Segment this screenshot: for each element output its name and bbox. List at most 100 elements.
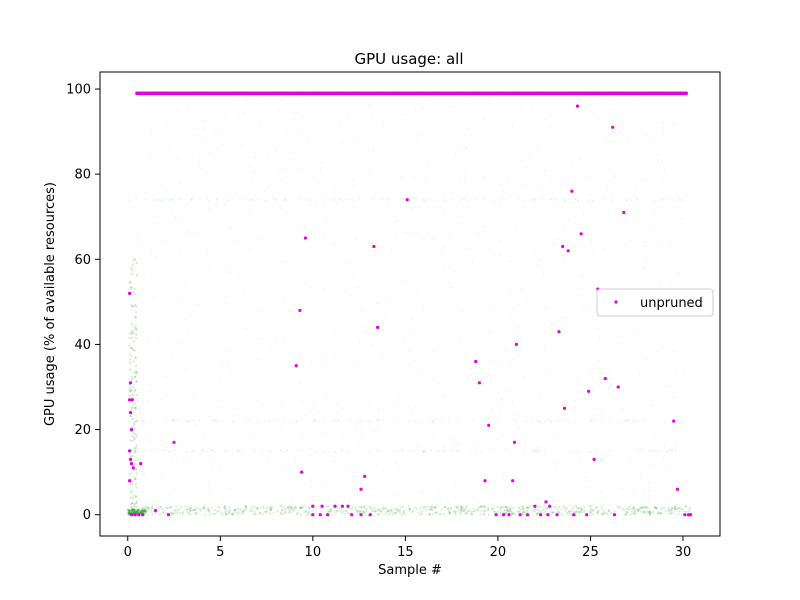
- background-point: [130, 286, 133, 289]
- background-point: [419, 506, 422, 509]
- background-point: [284, 511, 287, 514]
- background-point: [143, 506, 146, 509]
- background-point: [595, 506, 598, 509]
- background-point: [365, 508, 368, 511]
- background-point: [223, 113, 226, 117]
- background-point: [574, 511, 578, 515]
- background-point: [137, 238, 140, 241]
- background-point: [430, 508, 433, 511]
- background-point: [384, 272, 388, 275]
- background-point: [632, 505, 635, 508]
- background-point: [313, 406, 316, 409]
- background-point: [163, 190, 166, 193]
- background-point: [514, 419, 517, 423]
- background-point: [443, 444, 446, 447]
- background-point: [518, 510, 521, 513]
- background-point: [492, 199, 495, 202]
- background-point: [511, 358, 514, 361]
- background-point: [381, 321, 384, 324]
- background-point: [360, 419, 363, 422]
- background-point: [664, 385, 667, 388]
- background-point: [598, 376, 601, 379]
- background-point: [479, 505, 482, 508]
- background-point: [602, 373, 605, 376]
- background-point: [623, 207, 626, 210]
- background-point: [368, 420, 371, 423]
- background-point: [565, 316, 568, 319]
- background-point: [266, 460, 269, 463]
- background-point: [282, 340, 285, 343]
- y-tick-label: 40: [74, 338, 91, 353]
- background-point: [535, 508, 538, 511]
- background-point: [226, 448, 229, 451]
- background-point: [413, 197, 416, 200]
- background-point: [350, 182, 353, 185]
- background-point: [567, 510, 570, 514]
- background-point: [523, 199, 526, 202]
- background-point: [490, 507, 493, 510]
- background-point: [589, 508, 592, 511]
- background-point: [279, 428, 282, 432]
- background-point: [461, 506, 464, 509]
- background-point: [668, 448, 671, 451]
- background-point: [251, 440, 254, 443]
- background-point: [156, 164, 160, 167]
- background-point: [257, 337, 260, 340]
- background-point: [250, 198, 253, 201]
- data-point-unpruned: [587, 389, 591, 393]
- background-point: [588, 308, 591, 312]
- background-point: [189, 508, 192, 511]
- background-point: [313, 419, 316, 422]
- background-point: [684, 510, 688, 513]
- background-point: [574, 118, 577, 121]
- background-point: [688, 509, 691, 512]
- background-point: [574, 505, 578, 508]
- background-point: [495, 420, 498, 423]
- background-point: [600, 512, 604, 515]
- background-point: [662, 507, 666, 510]
- background-point: [421, 505, 424, 508]
- background-point: [288, 511, 291, 514]
- background-point: [466, 128, 469, 131]
- background-point: [185, 340, 188, 343]
- background-point: [203, 376, 206, 379]
- background-point: [594, 414, 597, 417]
- background-point: [679, 505, 682, 508]
- background-point: [176, 108, 179, 111]
- background-point: [422, 507, 425, 511]
- background-point: [575, 510, 579, 513]
- background-point: [571, 509, 574, 513]
- background-point: [410, 410, 413, 413]
- background-point: [377, 508, 380, 511]
- background-point: [395, 219, 399, 223]
- background-point: [336, 201, 339, 204]
- background-point: [295, 112, 298, 115]
- background-point: [135, 420, 138, 423]
- background-point: [409, 231, 413, 234]
- background-point: [668, 510, 671, 513]
- background-point: [580, 275, 583, 278]
- background-point: [661, 178, 665, 181]
- background-point: [517, 506, 520, 509]
- background-point: [134, 494, 137, 498]
- background-point: [559, 419, 562, 422]
- background-point: [159, 198, 162, 201]
- background-point: [454, 482, 457, 485]
- background-point: [130, 286, 133, 289]
- background-point: [174, 217, 177, 220]
- background-point: [131, 305, 134, 308]
- background-point: [525, 506, 529, 509]
- background-point: [546, 369, 549, 372]
- background-point: [377, 408, 380, 411]
- background-point: [192, 509, 195, 512]
- background-point: [572, 421, 576, 424]
- background-point: [225, 509, 228, 512]
- background-point: [508, 507, 511, 511]
- background-point: [455, 505, 458, 508]
- background-point: [430, 505, 434, 508]
- background-point: [279, 448, 282, 451]
- background-point: [188, 274, 191, 277]
- background-point: [162, 511, 165, 514]
- background-point: [394, 460, 397, 463]
- background-point: [185, 459, 188, 463]
